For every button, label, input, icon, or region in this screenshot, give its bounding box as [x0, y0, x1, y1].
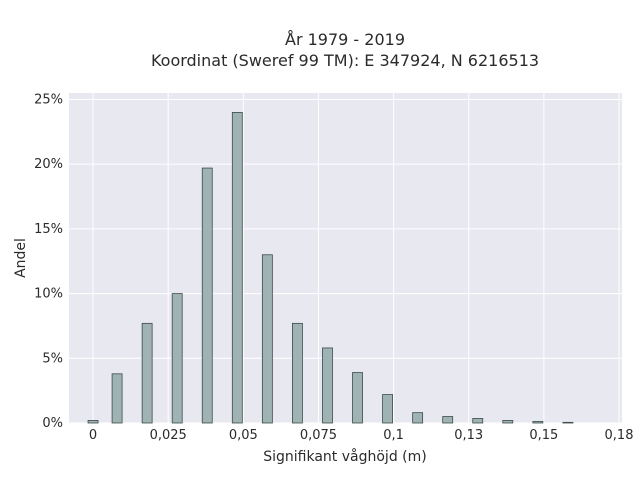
bar-0: [87, 420, 99, 424]
x-tick-label-5: 0,13: [454, 428, 483, 443]
y-tick-label-1: 5%: [42, 351, 63, 366]
bar-10: [382, 394, 393, 424]
bar-16: [562, 421, 574, 424]
x-axis-ticks: 0 0,025 0,05 0,075 0,1 0,13 0,15 0,18: [89, 428, 634, 443]
y-tick-label-4: 20%: [34, 157, 63, 172]
bar-14: [502, 420, 514, 424]
bar-11: [412, 412, 424, 424]
x-axis-label: Signifikant våghöjd (m): [263, 448, 426, 465]
gridlines: [69, 93, 622, 424]
bar-9: [352, 372, 363, 424]
x-tick-label-2: 0,05: [229, 428, 258, 443]
plot-area: [69, 93, 622, 423]
bar-4: [201, 167, 213, 424]
bars: [87, 112, 574, 424]
bar-7: [292, 322, 303, 424]
bar-6: [261, 254, 273, 424]
bar-12: [442, 416, 454, 424]
x-tick-label-3: 0,075: [300, 428, 337, 443]
bar-5: [231, 112, 243, 424]
bar-3: [171, 293, 183, 424]
x-tick-label-1: 0,025: [150, 428, 187, 443]
y-axis-ticks: 0% 5% 10% 15% 20% 25%: [34, 92, 63, 431]
y-tick-label-3: 15%: [34, 222, 63, 237]
bar-1: [111, 373, 123, 424]
chart-title-line-1: År 1979 - 2019: [285, 30, 405, 49]
y-tick-label-5: 25%: [34, 92, 63, 107]
y-axis-label: Andel: [13, 238, 29, 278]
bar-13: [472, 418, 484, 424]
bar-8: [322, 347, 333, 424]
y-tick-label-2: 10%: [34, 287, 63, 302]
x-tick-label-4: 0,1: [383, 428, 404, 443]
y-tick-label-0: 0%: [42, 416, 63, 431]
bar-15: [532, 421, 544, 424]
x-tick-label-7: 0,18: [605, 428, 634, 443]
x-tick-label-0: 0: [89, 428, 97, 443]
chart-title-line-2: Koordinat (Sweref 99 TM): E 347924, N 62…: [151, 51, 539, 70]
x-tick-label-6: 0,15: [529, 428, 558, 443]
bar-2: [141, 322, 153, 424]
